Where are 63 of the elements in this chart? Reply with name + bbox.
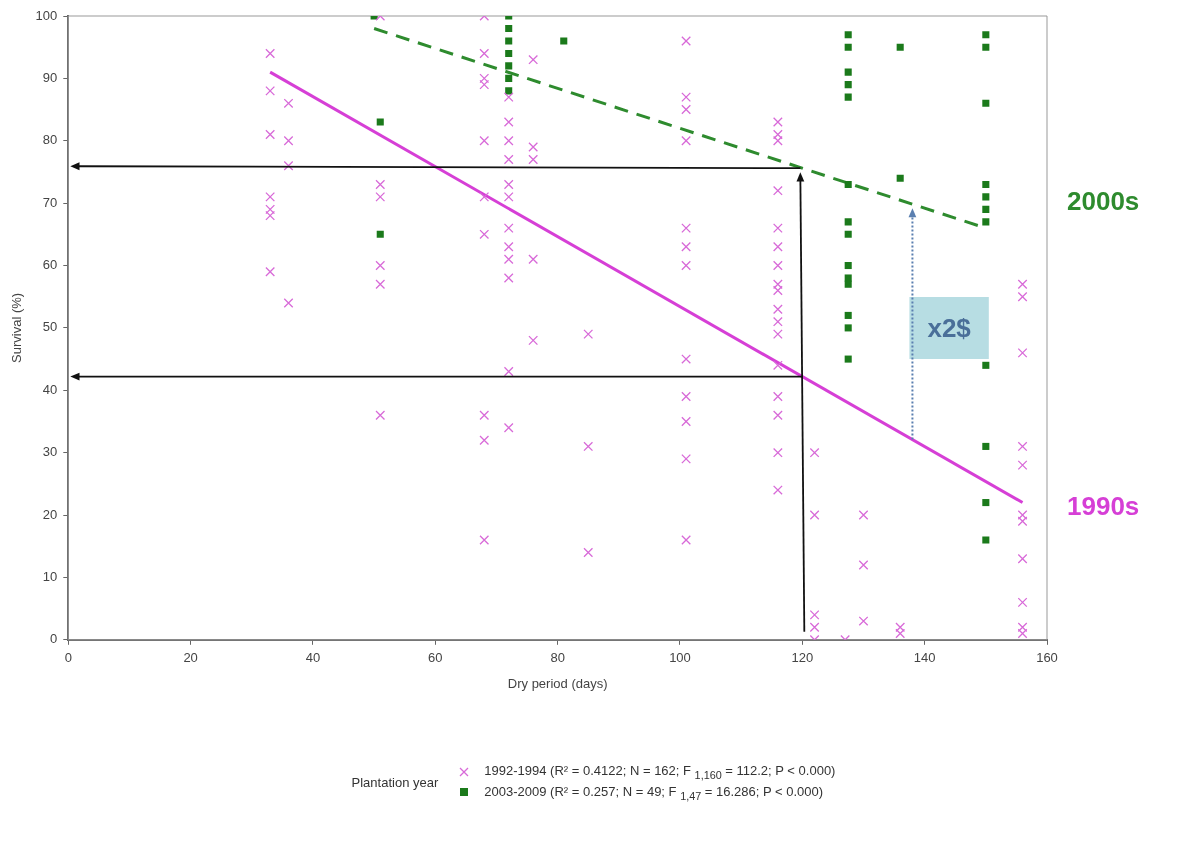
point	[844, 180, 852, 188]
point	[505, 74, 513, 82]
point	[505, 87, 513, 95]
x-tick-label: 20	[183, 650, 198, 666]
point	[376, 230, 384, 238]
point	[896, 174, 904, 182]
point	[505, 37, 513, 45]
point	[505, 49, 513, 57]
legend-label: 1992-1994 (R² = 0.4122; N = 162; F $_{1,160}$ = 112.2; P < 0.000)	[484, 763, 836, 781]
point	[982, 193, 990, 201]
point	[982, 536, 990, 544]
x-tick-label: 0	[64, 650, 72, 666]
point	[844, 68, 852, 76]
point	[844, 31, 852, 39]
y-axis-title: Survival (%)	[9, 292, 25, 363]
x-tick-label: 100	[669, 650, 691, 666]
point	[982, 442, 990, 450]
point	[896, 43, 904, 51]
legend-title: Plantation year	[351, 774, 439, 790]
point	[505, 24, 513, 33]
point	[376, 118, 384, 126]
point	[844, 230, 852, 238]
point	[844, 218, 852, 226]
legend-label: 2003-2009 (R² = 0.257; N = 49; F $_{1,47}$ = 16.286; P < 0.000)	[484, 783, 824, 802]
point	[844, 311, 852, 319]
point	[982, 205, 990, 213]
point	[844, 324, 852, 332]
point	[982, 218, 990, 226]
y-tick-label: 70	[42, 194, 58, 210]
point	[982, 180, 990, 188]
point	[844, 355, 852, 363]
point	[844, 93, 852, 101]
y-tick-label: 20	[42, 506, 58, 522]
y-tick-label: 80	[42, 132, 58, 148]
x-tick-label: 160	[1036, 650, 1058, 666]
x-tick-label: 60	[428, 650, 443, 666]
x-axis-title: Dry period (days)	[507, 675, 608, 691]
y-tick-label: 0	[50, 631, 58, 647]
point	[560, 37, 568, 45]
x-tick-label: 40	[305, 650, 321, 666]
y-tick-label: 50	[42, 319, 58, 335]
x-tick-label: 140	[913, 650, 936, 666]
point	[982, 99, 990, 107]
text: 2000s	[1067, 186, 1140, 217]
x-tick-label: 80	[550, 650, 565, 666]
y-tick-label: 100	[35, 7, 58, 23]
point	[844, 280, 852, 288]
point	[982, 43, 990, 51]
y-tick-label: 90	[42, 69, 58, 85]
x-tick-label: 120	[791, 650, 814, 666]
point	[844, 261, 852, 270]
point	[982, 31, 990, 39]
y-tick-label: 40	[42, 381, 58, 397]
point	[505, 62, 513, 70]
y-tick-label: 30	[42, 444, 58, 460]
point	[844, 81, 852, 89]
y-tick-label: 60	[42, 257, 58, 273]
text: 1990s	[1067, 490, 1140, 521]
point	[982, 361, 990, 369]
point	[982, 499, 990, 507]
point	[844, 43, 852, 51]
y-tick-label: 10	[42, 569, 58, 584]
annotation: x2$	[927, 313, 972, 344]
